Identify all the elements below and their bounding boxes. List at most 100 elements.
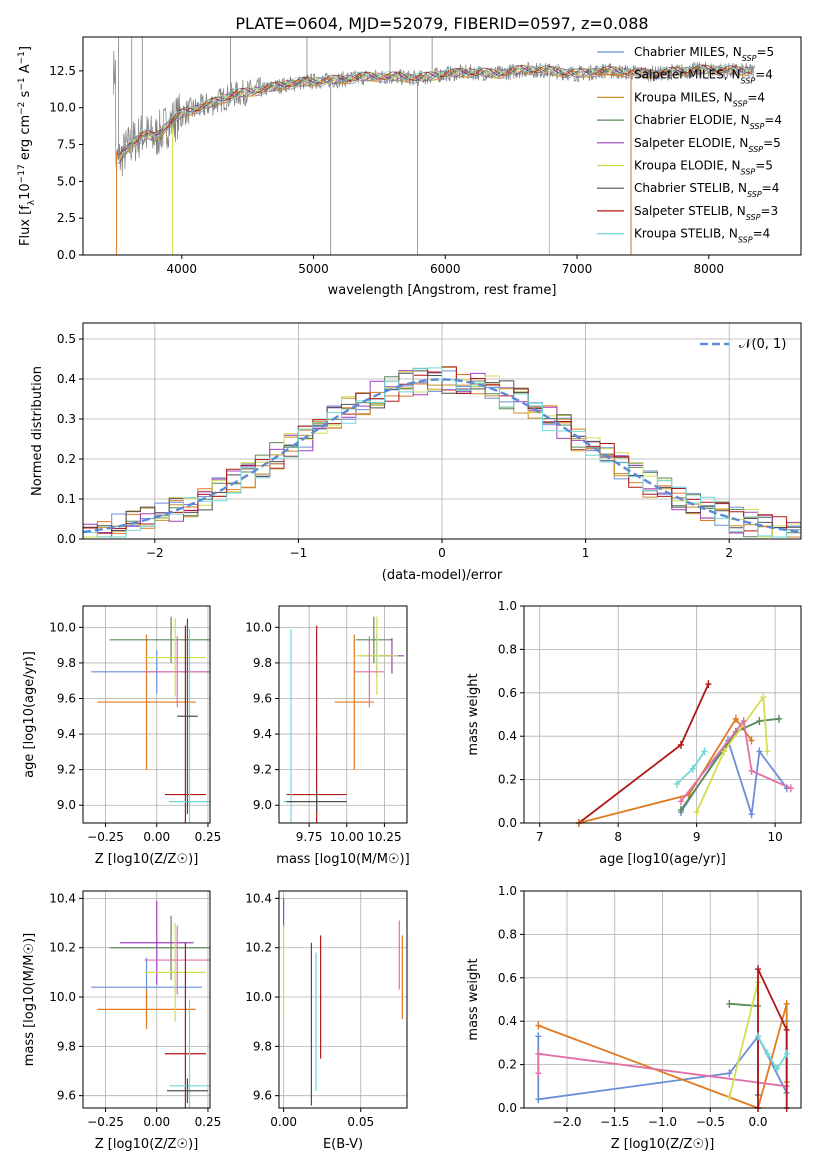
series-line — [578, 683, 710, 824]
x-tick-label: 8000 — [694, 262, 725, 276]
series-line — [578, 717, 753, 824]
y-tick-label: 0.2 — [498, 773, 517, 787]
histogram-step — [83, 370, 801, 531]
y-tick-label: 9.2 — [253, 763, 272, 777]
x-tick-label: −2.0 — [552, 1115, 581, 1129]
y-tick-label: 9.6 — [57, 691, 76, 705]
y-tick-label: 9.8 — [57, 1039, 76, 1053]
y-tick-label: 0.4 — [498, 729, 517, 743]
axes-frame — [523, 605, 802, 824]
age-vs-mass-panel: 9.75 10.00 10.25 9.0 9.2 9.4 9.6 9.8 10.0 mass [l… — [245, 605, 410, 867]
legend-label: Salpeter STELIB, NSSP=3 — [634, 204, 778, 222]
y-tick-label: 10.2 — [245, 941, 272, 955]
y-tick-label: 9.2 — [57, 763, 76, 777]
y-tick-label: 10.0 — [49, 101, 76, 115]
y-tick-label: 0.4 — [57, 372, 76, 386]
y-tick-label: 0.0 — [57, 532, 76, 546]
histogram-step — [83, 367, 801, 538]
model-spectrum-line — [118, 67, 752, 159]
y-tick-label: 0.8 — [498, 642, 517, 656]
spectrum-panel: 4000 5000 6000 7000 8000 0.0 2.5 5.0 7.5 10.0 12.5… — [17, 36, 802, 298]
x-axis-label: Z [log10(Z/Z☉)] — [95, 852, 199, 867]
x-tick-label: 10 — [767, 830, 782, 844]
legend-label: Chabrier MILES, NSSP=5 — [634, 45, 774, 63]
y-tick-label: 9.8 — [57, 656, 76, 670]
x-tick-label: 0.00 — [143, 830, 170, 844]
legend-label: Kroupa MILES, NSSP=4 — [634, 90, 765, 108]
x-axis-label: age [log10(age/yr)] — [599, 852, 726, 867]
mass-weight-vs-age-panel: 7 8 9 10 0.0 0.2 0.4 0.6 0.8 1.0 age [log10(age/yr… — [466, 599, 802, 867]
x-tick-label: 4000 — [167, 262, 198, 276]
y-tick-label: 9.0 — [57, 798, 76, 812]
y-tick-label: 0.5 — [57, 332, 76, 346]
y-tick-label: 0.6 — [498, 971, 517, 985]
y-tick-label: 9.4 — [253, 727, 272, 741]
axes-frame — [278, 605, 408, 824]
y-tick-label: 2.5 — [57, 211, 76, 225]
x-tick-label: 5000 — [298, 262, 329, 276]
y-tick-label: 9.6 — [57, 1089, 76, 1103]
y-tick-label: 10.4 — [49, 891, 76, 905]
y-tick-label: 0.2 — [498, 1058, 517, 1072]
model-spectrum-line — [118, 64, 752, 162]
y-tick-label: 10.0 — [49, 990, 76, 1004]
mass-weight-vs-metallicity-panel: −2.0 −1.5 −1.0 −0.5 0.0 0.0 0.2 0.4 0.6 0.8 1.0 Z [… — [466, 884, 802, 1152]
x-axis-label: E(B-V) — [323, 1137, 363, 1152]
y-tick-label: 10.0 — [49, 620, 76, 634]
y-axis-label: Flux [fλ10−17 erg cm−2 s−1 A−1] — [17, 46, 37, 246]
series-line — [680, 718, 792, 802]
y-tick-label: 0.3 — [57, 412, 76, 426]
legend-label: Chabrier STELIB, NSSP=4 — [634, 181, 779, 199]
x-tick-label: 1 — [582, 546, 590, 560]
x-tick-label: −2 — [146, 546, 164, 560]
y-tick-label: 9.4 — [57, 727, 76, 741]
y-tick-label: 9.8 — [253, 656, 272, 670]
y-tick-label: 10.0 — [245, 990, 272, 1004]
x-tick-label: 7 — [536, 830, 544, 844]
y-tick-label: 0.2 — [57, 452, 76, 466]
mass-vs-extinction-panel: 0.00 0.05 9.6 9.8 10.0 10.2 10.4 E(B-V) — [245, 890, 408, 1152]
x-axis-label: (data-model)/error — [382, 568, 503, 583]
axes-frame — [523, 890, 802, 1109]
x-tick-label: 9.75 — [296, 830, 323, 844]
y-axis-label: Normed distribution — [30, 366, 45, 496]
x-tick-label: −0.5 — [696, 1115, 725, 1129]
age-vs-metallicity-panel: −0.25 0.00 0.25 9.0 9.2 9.4 9.6 9.8 10.0 Z [log10… — [22, 605, 221, 867]
y-tick-label: 7.5 — [57, 138, 76, 152]
x-tick-label: 0.00 — [143, 1115, 170, 1129]
x-tick-label: −1.5 — [600, 1115, 629, 1129]
y-tick-label: 9.6 — [253, 691, 272, 705]
x-tick-label: 6000 — [430, 262, 461, 276]
y-axis-label: mass [log10(M/M☉)] — [22, 933, 37, 1066]
y-tick-label: 10.2 — [49, 941, 76, 955]
legend-label: 𝒩(0, 1) — [739, 337, 786, 352]
y-axis-label: mass weight — [466, 958, 481, 1040]
y-tick-label: 0.0 — [498, 816, 517, 830]
x-tick-label: −0.25 — [87, 830, 124, 844]
x-tick-label: 0.05 — [347, 1115, 374, 1129]
legend-label: Chabrier ELODIE, NSSP=4 — [634, 113, 782, 131]
y-tick-label: 9.6 — [253, 1089, 272, 1103]
x-axis-label: Z [log10(Z/Z☉)] — [611, 1137, 715, 1152]
axes-frame — [82, 605, 211, 824]
y-tick-label: 1.0 — [498, 884, 517, 898]
x-tick-label: −0.25 — [87, 1115, 124, 1129]
series-line — [757, 968, 788, 1108]
y-tick-label: 0.0 — [57, 248, 76, 262]
legend-label: Kroupa STELIB, NSSP=4 — [634, 227, 770, 245]
y-tick-label: 10.4 — [245, 891, 272, 905]
y-tick-label: 5.0 — [57, 174, 76, 188]
legend-label: Kroupa ELODIE, NSSP=5 — [634, 159, 773, 177]
x-tick-label: 10.25 — [367, 830, 401, 844]
y-tick-label: 0.0 — [498, 1101, 517, 1115]
x-tick-label: 10.00 — [330, 830, 364, 844]
residuals-panel: −2 −1 0 1 2 0.0 0.1 0.2 0.3 0.4 0.5 𝒩(0, 1) (data-mo… — [30, 322, 802, 583]
x-tick-label: 7000 — [562, 262, 593, 276]
model-spectrum-line — [118, 64, 752, 156]
y-tick-label: 0.8 — [498, 927, 517, 941]
y-tick-label: 0.4 — [498, 1014, 517, 1028]
figure-title: PLATE=0604, MJD=52079, FIBERID=0597, z=0… — [235, 14, 648, 33]
y-tick-label: 9.0 — [253, 798, 272, 812]
axes-frame — [278, 890, 408, 1109]
